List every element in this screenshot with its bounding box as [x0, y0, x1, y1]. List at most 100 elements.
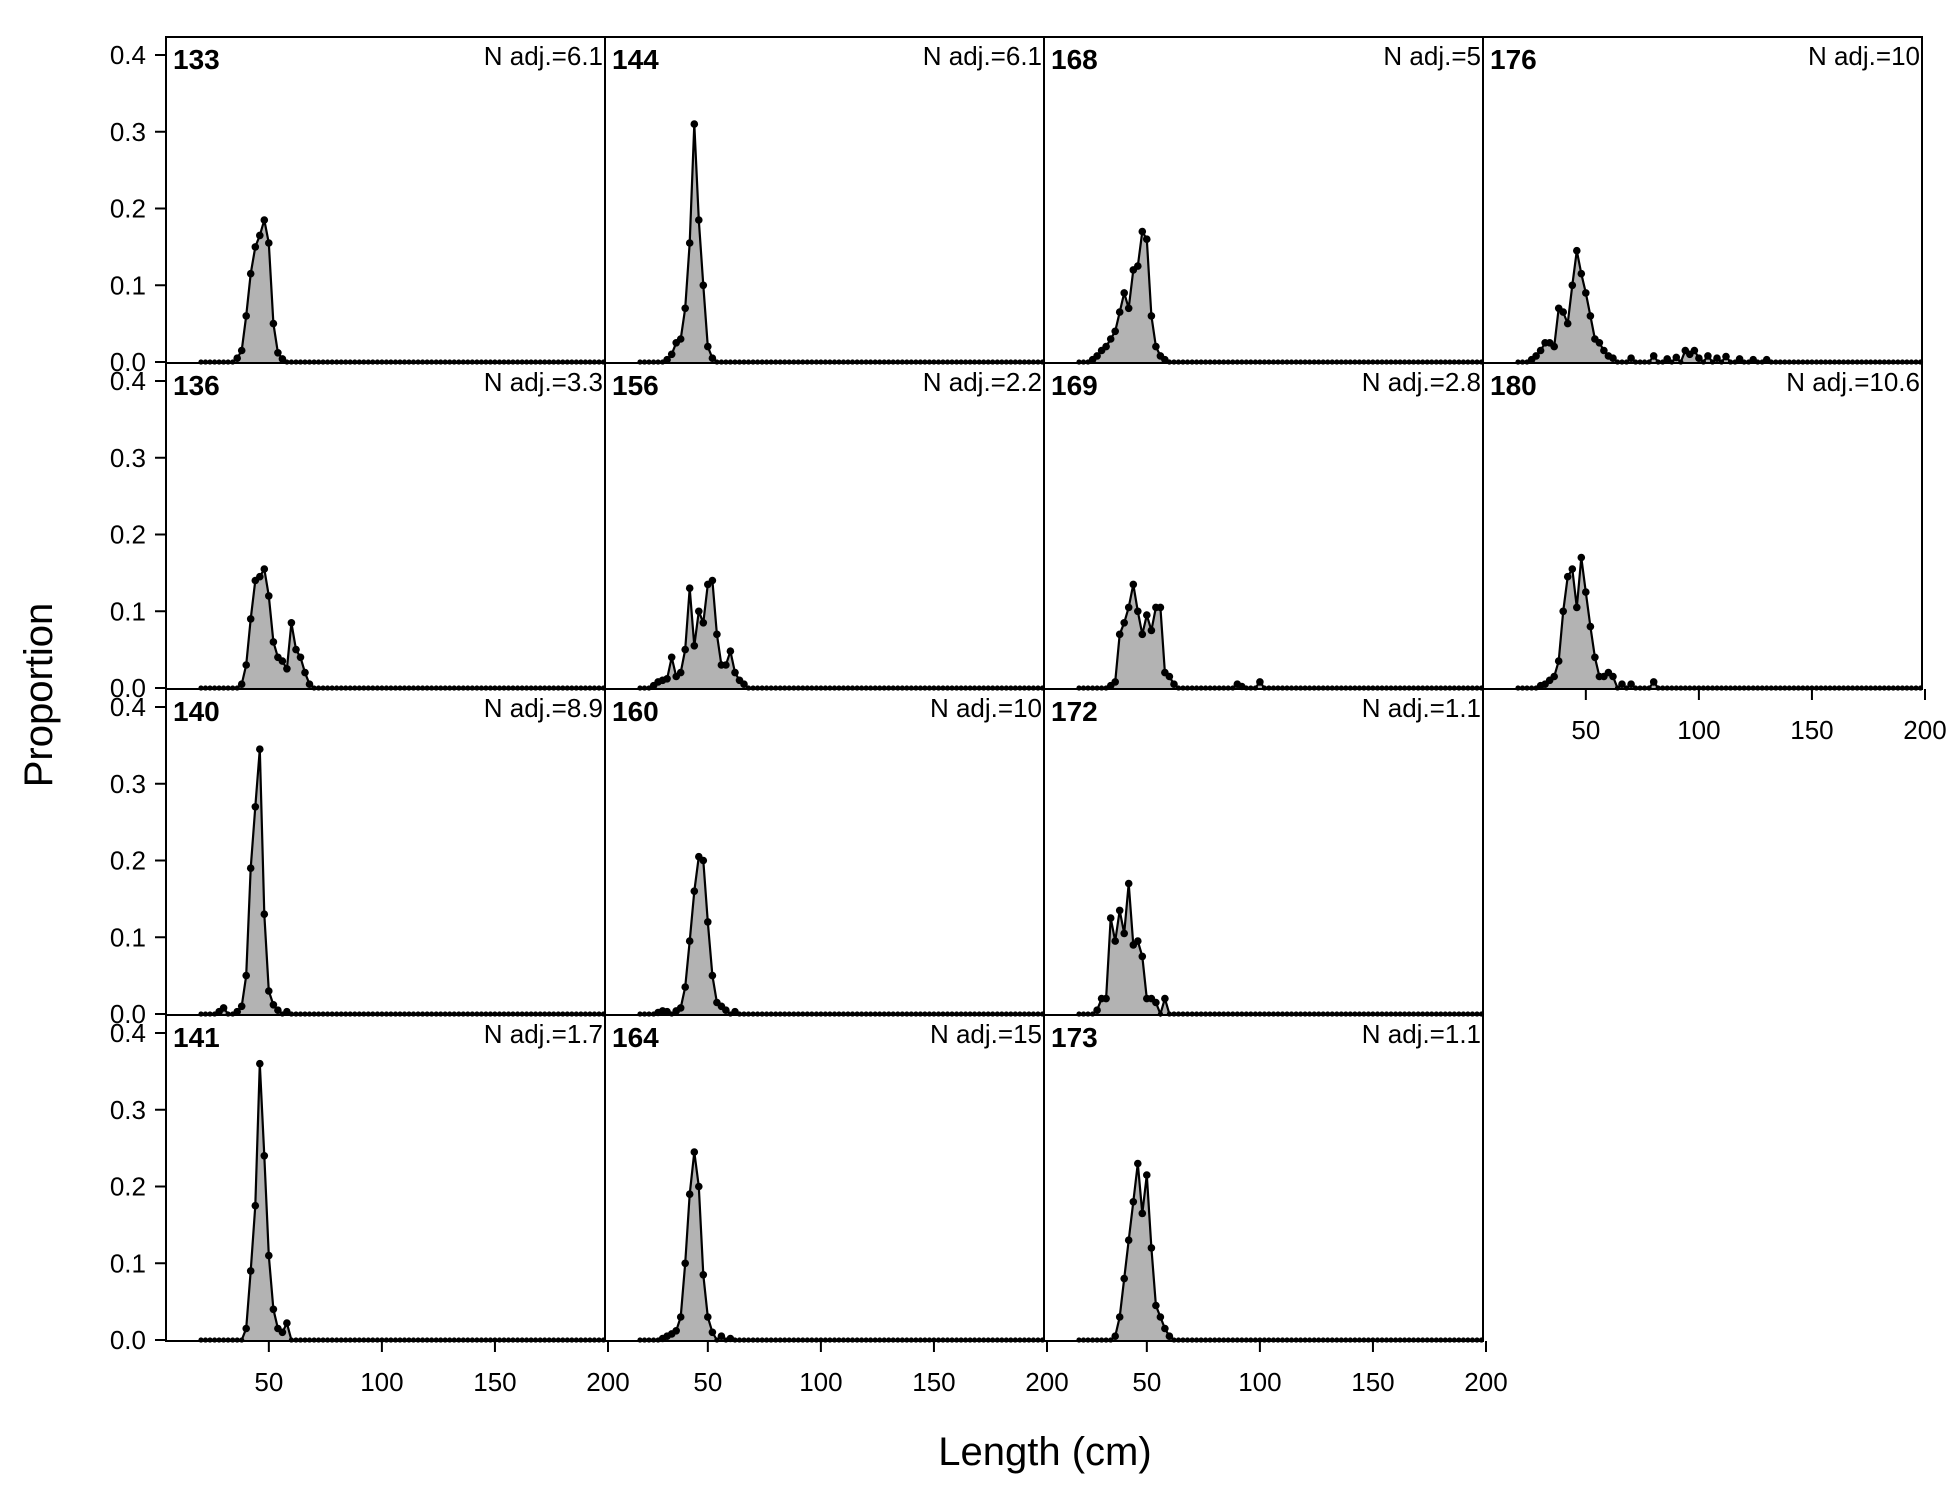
data-point [1165, 1332, 1174, 1340]
data-point [278, 355, 287, 363]
area-fill [640, 856, 1043, 1014]
data-point [256, 572, 264, 581]
data-point [1554, 657, 1563, 665]
y-tick-label: 0.3 [110, 117, 146, 147]
data-point [1124, 879, 1133, 888]
panel-140: 140 N adj.=8.9 0.0 0.1 0.2 0.3 0.4 [110, 688, 607, 1029]
data-point [283, 1319, 291, 1327]
data-point [685, 937, 694, 945]
sample-size-label: N adj.=10.6 [1786, 367, 1920, 397]
data-point [685, 1190, 694, 1198]
data-point [663, 355, 671, 364]
data-point [1586, 312, 1595, 320]
data-point [1152, 998, 1160, 1007]
data-point [699, 281, 708, 290]
data-point [1120, 1274, 1128, 1283]
panel-id-label: 140 [173, 696, 220, 727]
data-point [1111, 678, 1119, 686]
data-point [1735, 355, 1744, 363]
sample-size-label: N adj.=6.1 [923, 41, 1042, 71]
data-point [1124, 304, 1133, 313]
data-point [296, 653, 305, 662]
sample-size-label: N adj.=1.7 [484, 1019, 603, 1049]
data-point [1152, 342, 1160, 351]
data-point [1120, 289, 1128, 297]
panel-frame [1043, 362, 1484, 690]
data-point [699, 1271, 708, 1279]
data-point [704, 1313, 712, 1321]
data-point [1106, 914, 1115, 922]
data-point [690, 642, 699, 650]
panel-id-label: 133 [173, 44, 220, 75]
data-point [260, 1152, 269, 1160]
data-point [708, 576, 717, 585]
sample-size-label: N adj.=5 [1383, 41, 1481, 71]
data-point [256, 745, 264, 753]
panel-164: 164 N adj.=15 50 100 150 200 [604, 1014, 1069, 1397]
data-point [699, 619, 708, 627]
panel-176: 176 N adj.=10 [1482, 36, 1924, 365]
y-tick-label: 0.4 [110, 1018, 146, 1048]
x-tick-label: 50 [254, 1367, 283, 1397]
data-point [251, 243, 260, 251]
data-point [1591, 653, 1599, 662]
x-tick-label: 100 [1677, 715, 1720, 745]
data-point [1722, 352, 1730, 361]
data-point [1161, 994, 1169, 1003]
data-point [265, 239, 273, 247]
x-tick-label: 50 [693, 1367, 722, 1397]
data-point [1649, 352, 1658, 360]
data-point [1609, 354, 1617, 363]
data-point [1618, 680, 1626, 688]
data-point [219, 1004, 228, 1012]
data-point [242, 971, 250, 980]
data-point [265, 987, 273, 995]
data-point [1663, 355, 1671, 363]
area-fill [1079, 883, 1482, 1014]
data-point [1161, 1324, 1169, 1333]
data-point [1563, 319, 1572, 328]
data-point [690, 120, 699, 128]
data-point [1165, 672, 1174, 681]
data-point [672, 1327, 680, 1335]
x-tick-label: 200 [1903, 715, 1946, 745]
data-point [1134, 607, 1142, 616]
data-point [704, 918, 712, 926]
data-point [1156, 603, 1165, 612]
data-point [1143, 611, 1151, 619]
area-fill [1518, 557, 1921, 688]
data-point [287, 619, 296, 627]
data-point [1093, 352, 1101, 360]
data-point [237, 346, 246, 355]
panel-frame [1482, 362, 1923, 690]
panel-frame [1482, 36, 1923, 364]
panel-id-label: 180 [1490, 370, 1537, 401]
panel-id-label: 169 [1051, 370, 1098, 401]
panel-id-label: 136 [173, 370, 220, 401]
data-point [274, 349, 282, 357]
data-point [278, 1328, 287, 1337]
data-point [283, 1007, 291, 1016]
data-point [1147, 626, 1156, 635]
data-point [1138, 952, 1147, 961]
panel-172: 172 N adj.=1.1 [1043, 688, 1485, 1018]
panel-169: 169 N adj.=2.8 [1043, 362, 1485, 691]
panel-frame [165, 36, 606, 364]
data-point [1586, 622, 1595, 631]
data-point [274, 1006, 282, 1014]
x-tick-label: 200 [1464, 1367, 1507, 1397]
data-point [242, 1324, 250, 1333]
data-point [1704, 352, 1712, 360]
data-point [1147, 312, 1156, 320]
data-point [1106, 335, 1115, 343]
data-point [1536, 346, 1545, 355]
sample-size-label: N adj.=10 [1808, 41, 1920, 71]
y-tick-label: 0.0 [110, 999, 146, 1029]
data-point [269, 1305, 278, 1314]
data-point [690, 887, 699, 895]
data-point [1713, 354, 1721, 363]
data-point [1115, 308, 1124, 316]
y-tick-label: 0.4 [110, 366, 146, 396]
y-axis-title: Proportion [17, 603, 61, 788]
data-point [695, 1182, 703, 1191]
